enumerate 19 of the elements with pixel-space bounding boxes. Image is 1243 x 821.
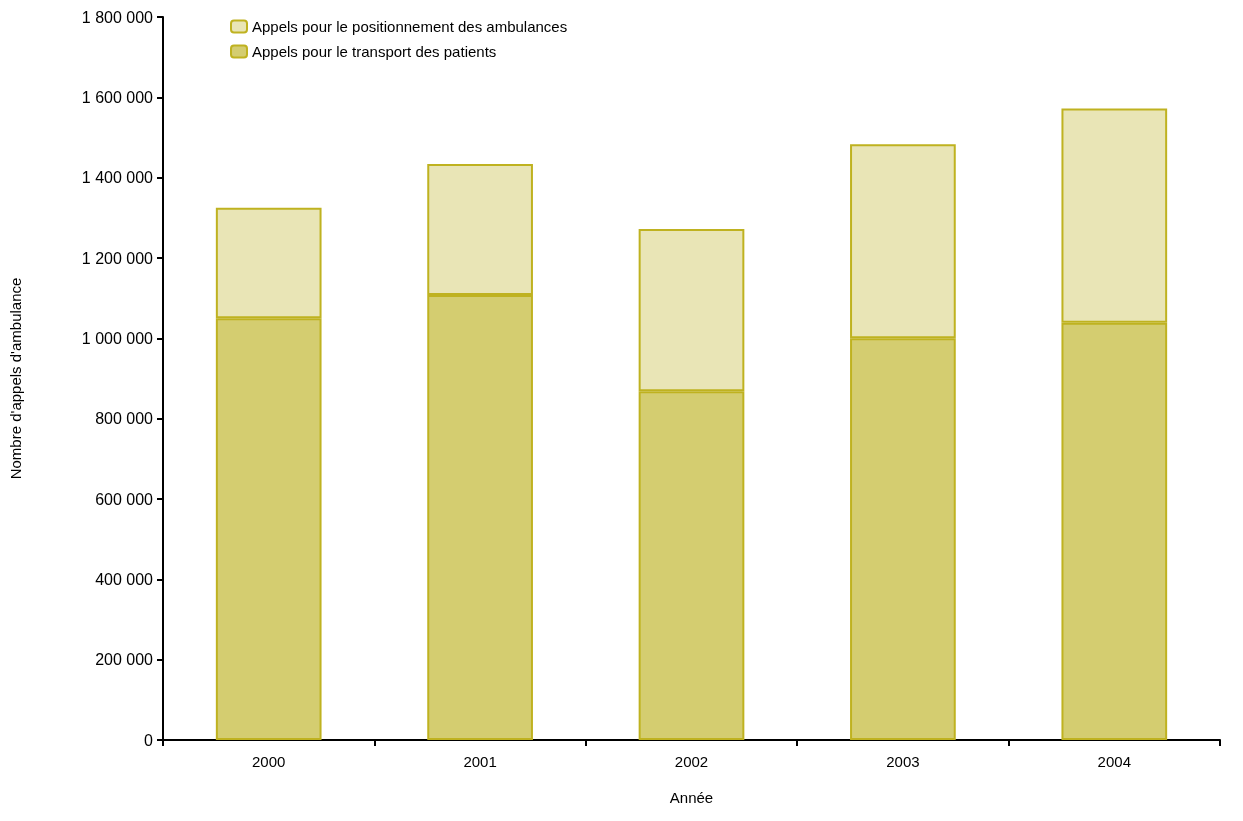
y-tick-label: 200 000: [95, 651, 154, 669]
y-tick-label: 800 000: [95, 410, 154, 428]
y-tick-label: 1 200 000: [81, 249, 154, 267]
legend-label: Appels pour le transport des patients: [252, 43, 497, 60]
y-tick-label: 1 600 000: [81, 88, 154, 106]
y-tick-label: 600 000: [95, 490, 154, 508]
y-tick-label: 1 800 000: [81, 8, 154, 26]
y-tick-label: 0: [144, 731, 154, 749]
y-tick-label: 1 000 000: [81, 329, 154, 347]
y-axis-title: Nombre d'appels d'ambulance: [7, 277, 24, 480]
y-tick-label: 400 000: [95, 570, 154, 588]
x-tick-label: 2004: [1097, 753, 1131, 770]
x-tick-label: 2000: [252, 753, 286, 770]
x-tick-label: 2003: [886, 753, 920, 770]
x-axis-title: Année: [669, 789, 714, 806]
x-tick-label: 2001: [463, 753, 497, 770]
x-tick-label: 2002: [674, 753, 709, 770]
y-tick-label: 1 400 000: [81, 169, 154, 187]
legend-label: Appels pour le positionnement des ambulances: [252, 18, 568, 35]
